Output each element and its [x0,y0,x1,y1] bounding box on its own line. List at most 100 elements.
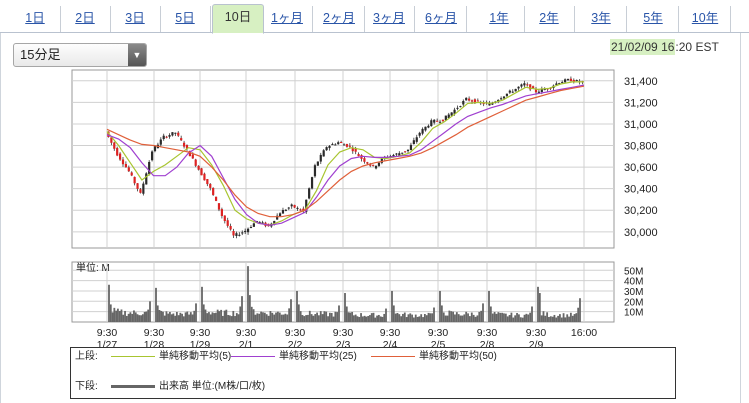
price-candle [392,154,395,158]
volume-bar [360,313,362,322]
price-candle [148,161,151,174]
price-candle [447,114,450,119]
tab-0[interactable]: 1日 [10,6,61,32]
volume-bar [376,315,378,322]
volume-bar [577,307,580,322]
price-candle [436,120,439,122]
price-candle [133,176,136,184]
price-candle [473,99,477,104]
volume-bar [403,312,406,322]
volume-bar [305,315,308,322]
volume-bar [467,313,469,322]
volume-bar [358,316,361,322]
tab-11[interactable]: 3年 [576,6,627,32]
price-candle [500,98,503,100]
volume-bar [516,313,518,322]
price-tick-label: 30,400 [624,184,658,196]
price-candle [409,144,413,151]
volume-bar [323,311,326,322]
volume-bar [122,314,125,322]
volume-bar [383,313,386,322]
volume-bar [163,315,166,322]
price-candle [354,148,357,152]
price-candle [427,125,430,128]
volume-bar [514,315,517,322]
volume-bar [332,316,335,322]
volume-bar [537,286,539,322]
volume-bar [560,317,563,322]
volume-bar [540,315,543,322]
volume-bar [525,313,528,322]
tab-2[interactable]: 3日 [110,6,161,32]
tab-7[interactable]: 3ヶ月 [364,6,415,32]
volume-bar [476,315,479,322]
price-candle [482,102,485,105]
volume-bar [416,316,419,322]
price-tick-label: 30,000 [624,227,658,239]
price-candle [229,226,232,230]
x-tick-time: 9:30 [236,327,257,339]
volume-bar [569,312,572,322]
price-candle [118,153,122,160]
volume-bar [162,311,164,322]
volume-bar [433,307,435,322]
volume-bar [204,309,207,322]
x-tick-time: 9:30 [477,327,498,339]
volume-bar [299,311,302,322]
tab-1[interactable]: 2日 [60,6,111,32]
tab-6[interactable]: 2ヶ月 [314,6,365,32]
volume-bar [280,314,283,322]
price-candle [273,220,276,224]
volume-bar [347,312,350,322]
volume-bar [470,312,473,322]
tab-3[interactable]: 5日 [160,6,211,32]
price-candle [505,93,509,96]
volume-bar [394,313,397,322]
legend: 上段: 単純移動平均(5) 単純移動平均(25) 単純移動平均(50) 下段: … [70,347,676,399]
volume-bar [573,314,576,322]
x-tick-date: 2/4 [383,339,398,351]
volume-bar [117,308,119,322]
volume-bar [277,311,279,322]
volume-bar [227,315,229,322]
price-candle [561,82,564,84]
price-candle [142,183,145,194]
volume-bar [391,290,393,322]
tab-13[interactable]: 10年 [680,6,731,32]
volume-bar [170,314,173,322]
volume-bar [414,314,417,322]
volume-bar [422,317,424,322]
tab-12[interactable]: 5年 [628,6,679,32]
volume-bar [252,309,255,322]
tab-5[interactable]: 1ヶ月 [262,6,313,32]
volume-bar [156,305,159,322]
last-updated: 21/02/09 16:20 EST [610,38,719,56]
price-candle [543,89,546,91]
interval-select[interactable]: 15分足 ▼ [13,43,147,67]
volume-bar [220,309,223,322]
price-candle [529,84,532,90]
tab-10[interactable]: 2年 [524,6,575,32]
tab-9[interactable]: 1年 [474,6,525,32]
volume-bar [167,313,170,322]
price-candle [235,233,238,236]
volume-bar [559,314,561,322]
volume-bar [448,310,451,322]
volume-bar [109,304,112,322]
tab-4[interactable]: 10日 [212,4,264,34]
price-candle [200,168,203,176]
volume-bar [191,314,194,322]
tab-8[interactable]: 6ヶ月 [416,6,467,32]
chevron-down-icon[interactable]: ▼ [128,44,146,66]
price-candle [357,154,360,157]
price-candle [121,159,125,165]
x-tick-time: 9:30 [333,327,354,339]
price-candle [206,179,209,185]
ma-line-1 [106,84,585,226]
volume-bar [278,312,281,322]
price-candle [171,132,174,136]
ma-line-2 [106,85,585,218]
price-tick-label: 30,600 [624,162,658,174]
price-candle [459,106,462,108]
volume-bar [179,312,182,322]
